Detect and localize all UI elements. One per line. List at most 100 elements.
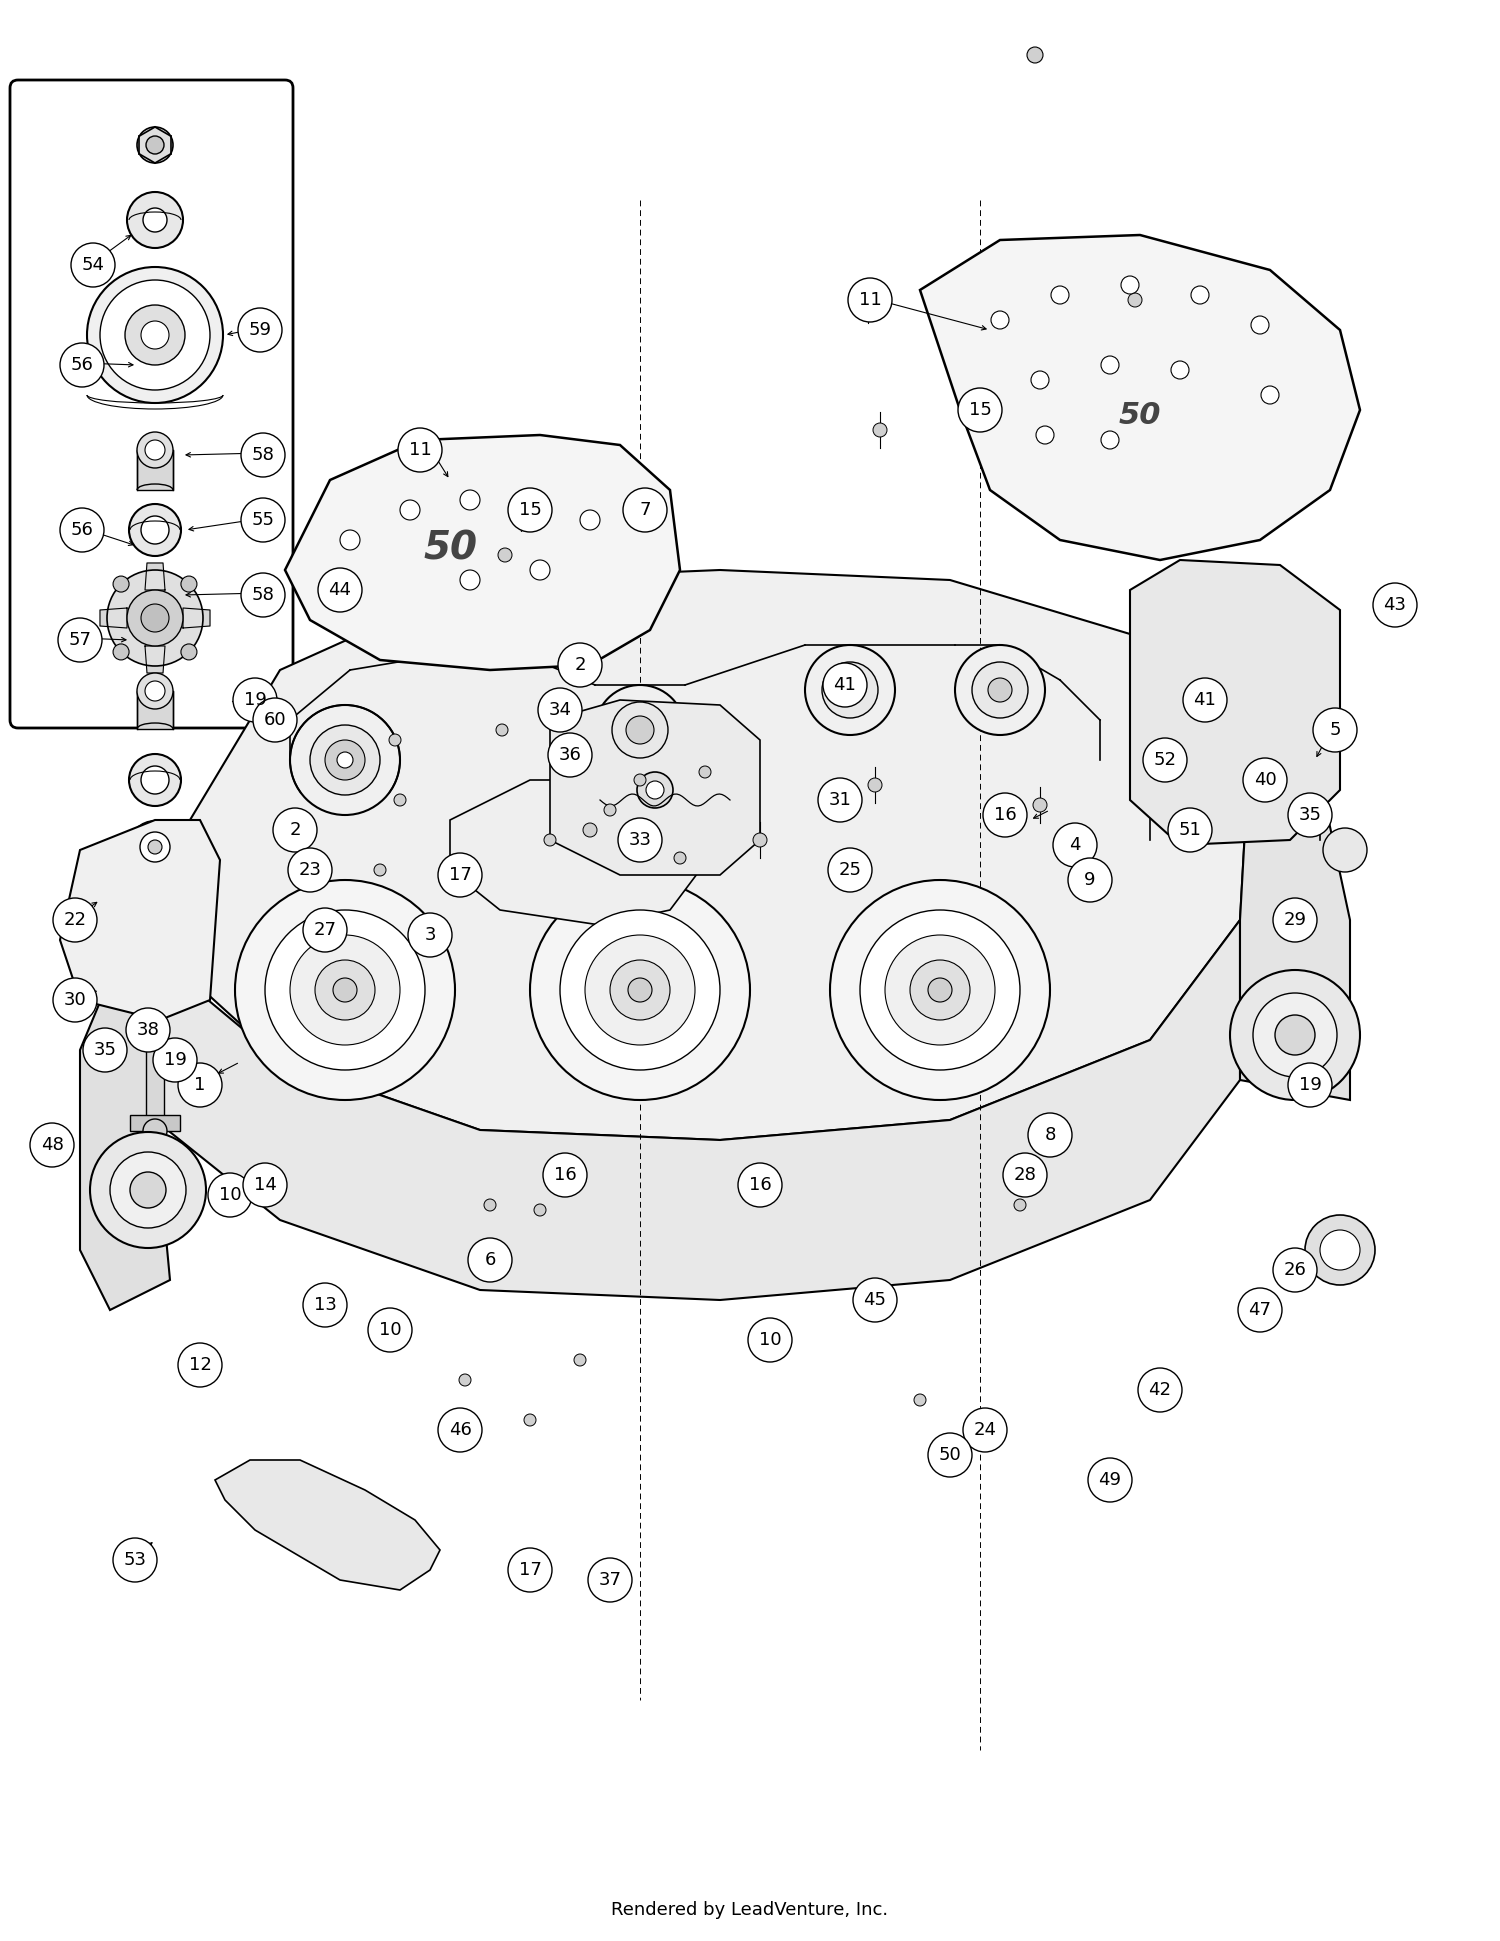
Circle shape <box>1128 293 1142 307</box>
Text: 4: 4 <box>1070 837 1080 854</box>
Circle shape <box>828 848 872 893</box>
Text: 17: 17 <box>448 866 471 883</box>
Circle shape <box>140 833 170 862</box>
Circle shape <box>958 388 1002 433</box>
Text: 47: 47 <box>1248 1300 1272 1320</box>
Text: 2: 2 <box>574 656 585 674</box>
Circle shape <box>839 677 862 703</box>
Text: 8: 8 <box>1044 1126 1056 1143</box>
Circle shape <box>124 305 184 365</box>
Circle shape <box>318 569 362 611</box>
Circle shape <box>340 530 360 549</box>
Circle shape <box>530 561 550 580</box>
Text: 57: 57 <box>69 631 92 648</box>
Circle shape <box>928 978 952 1002</box>
Text: 41: 41 <box>1194 691 1216 708</box>
Circle shape <box>543 1153 586 1198</box>
Circle shape <box>1238 1289 1282 1332</box>
Circle shape <box>928 1432 972 1477</box>
Circle shape <box>1004 1153 1047 1198</box>
Text: 30: 30 <box>63 992 87 1009</box>
Polygon shape <box>100 608 128 629</box>
Circle shape <box>634 774 646 786</box>
Circle shape <box>1275 1015 1316 1056</box>
Circle shape <box>1305 1215 1376 1285</box>
Polygon shape <box>285 435 680 670</box>
Circle shape <box>558 642 602 687</box>
Circle shape <box>1274 899 1317 941</box>
Circle shape <box>254 699 297 741</box>
Circle shape <box>1288 794 1332 837</box>
Text: 19: 19 <box>243 691 267 708</box>
Circle shape <box>1088 1458 1132 1502</box>
Circle shape <box>484 1200 496 1211</box>
Circle shape <box>1184 677 1227 722</box>
Circle shape <box>873 423 886 437</box>
Circle shape <box>236 879 454 1101</box>
Circle shape <box>748 1318 792 1363</box>
Text: LEADVENTURE: LEADVENTURE <box>512 951 988 1009</box>
Circle shape <box>1320 1231 1360 1269</box>
Polygon shape <box>214 1460 440 1590</box>
Text: 10: 10 <box>378 1322 402 1339</box>
Circle shape <box>914 1394 926 1405</box>
Circle shape <box>242 499 285 542</box>
Text: 59: 59 <box>249 320 272 340</box>
Bar <box>136 691 172 730</box>
Circle shape <box>146 872 164 889</box>
Text: 49: 49 <box>1098 1471 1122 1489</box>
Circle shape <box>266 910 424 1069</box>
Circle shape <box>141 604 170 633</box>
Circle shape <box>753 833 766 846</box>
Text: 34: 34 <box>549 701 572 718</box>
Circle shape <box>290 705 400 815</box>
Bar <box>130 1114 180 1132</box>
Polygon shape <box>1130 561 1340 844</box>
Circle shape <box>128 192 183 248</box>
Circle shape <box>53 978 98 1023</box>
Text: 9: 9 <box>1084 872 1095 889</box>
Circle shape <box>438 852 482 897</box>
Circle shape <box>110 1153 186 1229</box>
Polygon shape <box>154 920 1240 1300</box>
Circle shape <box>112 576 129 592</box>
Circle shape <box>70 243 116 287</box>
Polygon shape <box>146 563 165 590</box>
Text: 10: 10 <box>219 1186 242 1203</box>
Circle shape <box>1053 823 1096 868</box>
Circle shape <box>1372 582 1417 627</box>
Text: 27: 27 <box>314 920 336 939</box>
Circle shape <box>388 734 400 745</box>
Circle shape <box>496 724 508 736</box>
Polygon shape <box>450 780 700 926</box>
Circle shape <box>1274 1248 1317 1293</box>
Circle shape <box>1036 425 1054 444</box>
Circle shape <box>82 1029 128 1071</box>
Circle shape <box>153 1038 197 1081</box>
Text: 2: 2 <box>290 821 300 839</box>
Text: 28: 28 <box>1014 1167 1036 1184</box>
Circle shape <box>1068 858 1112 903</box>
Text: 35: 35 <box>93 1040 117 1060</box>
Circle shape <box>326 740 364 780</box>
Polygon shape <box>183 608 210 629</box>
Polygon shape <box>920 235 1360 561</box>
Circle shape <box>243 1163 286 1207</box>
Polygon shape <box>160 571 1250 1139</box>
Circle shape <box>585 936 694 1044</box>
Circle shape <box>438 1407 482 1452</box>
Text: 41: 41 <box>834 675 856 695</box>
Circle shape <box>560 910 720 1069</box>
Circle shape <box>524 1413 536 1427</box>
Circle shape <box>310 726 380 796</box>
Circle shape <box>538 687 582 732</box>
Circle shape <box>374 864 386 875</box>
Circle shape <box>146 136 164 153</box>
Circle shape <box>141 767 170 794</box>
Text: 1: 1 <box>195 1075 206 1095</box>
Circle shape <box>142 208 166 233</box>
Text: 51: 51 <box>1179 821 1202 839</box>
Circle shape <box>859 910 1020 1069</box>
Circle shape <box>824 664 867 707</box>
Circle shape <box>400 501 420 520</box>
